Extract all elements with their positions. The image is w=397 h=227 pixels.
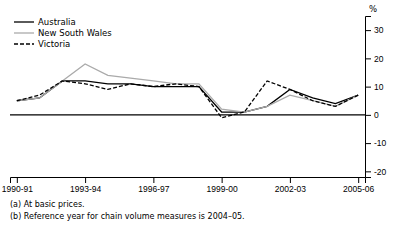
y-tick-label: 10	[374, 82, 384, 92]
lines	[17, 64, 358, 118]
x-tick-mark	[17, 177, 18, 183]
legend: AustraliaNew South WalesVictoria	[14, 17, 112, 49]
legend-swatch	[14, 43, 34, 44]
x-tick-label: 1996-97	[138, 184, 169, 194]
footnote: (b) Reference year for chain volume meas…	[10, 212, 245, 221]
y-tick-label: 20	[374, 54, 384, 64]
x-tick-mark	[153, 177, 154, 183]
zero-line	[10, 114, 365, 115]
y-tick: -10	[365, 138, 387, 148]
y-tick-mark	[365, 115, 371, 116]
x-tick-label: 2002-03	[275, 184, 306, 194]
x-tick-label: 2005-06	[343, 184, 374, 194]
y-axis: -20 -10 0 10 20 30	[365, 17, 387, 178]
x-tick-mark	[222, 177, 223, 183]
x-tick-label: 1999-00	[207, 184, 238, 194]
y-tick-label: 30	[374, 25, 384, 35]
y-tick-label: -20	[374, 167, 387, 177]
legend-item: Victoria	[14, 39, 70, 49]
x-tick-mark	[85, 177, 86, 183]
x-tick: 1990-91	[2, 177, 33, 194]
x-tick: 1999-00	[207, 177, 238, 194]
chart: 1990-91 1993-94 1996-97 1999-00 2002-03 2005-…	[0, 0, 397, 227]
y-tick: -20	[365, 167, 387, 177]
x-tick: 2005-06	[343, 177, 374, 194]
y-tick-label: -10	[374, 138, 387, 148]
y-axis-line	[366, 17, 372, 178]
y-tick-mark	[365, 87, 371, 88]
x-tick: 1993-94	[70, 177, 101, 194]
y-tick-label: 0	[374, 110, 379, 120]
legend-label: New South Wales	[38, 28, 112, 38]
legend-item: New South Wales	[14, 28, 112, 38]
footnote: (a) At basic prices.	[10, 200, 85, 209]
x-tick-label: 1990-91	[2, 184, 33, 194]
y-tick: 30	[365, 25, 384, 35]
legend-label: Victoria	[38, 39, 70, 49]
x-tick-label: 1993-94	[70, 184, 101, 194]
y-tick-mark	[365, 30, 371, 31]
y-label: %	[369, 4, 377, 14]
x-tick-mark	[290, 177, 291, 183]
x-tick: 2002-03	[275, 177, 306, 194]
x-tick: 1996-97	[138, 177, 169, 194]
y-tick: 20	[365, 54, 384, 64]
y-tick: 0	[365, 110, 379, 120]
legend-swatch	[14, 32, 34, 33]
series-line	[17, 81, 358, 118]
x-axis-line	[11, 178, 366, 184]
y-tick-mark	[365, 58, 371, 59]
y-tick-mark	[365, 143, 371, 144]
legend-item: Australia	[14, 17, 76, 27]
legend-swatch	[14, 21, 34, 22]
x-axis: 1990-91 1993-94 1996-97 1999-00 2002-03 2005-…	[2, 177, 375, 194]
series-line	[17, 64, 358, 112]
y-tick-mark	[365, 171, 371, 172]
plot: 1990-91 1993-94 1996-97 1999-00 2002-03 2005-…	[2, 4, 387, 194]
legend-label: Australia	[38, 17, 76, 27]
x-tick-mark	[358, 177, 359, 183]
y-tick: 10	[365, 82, 384, 92]
